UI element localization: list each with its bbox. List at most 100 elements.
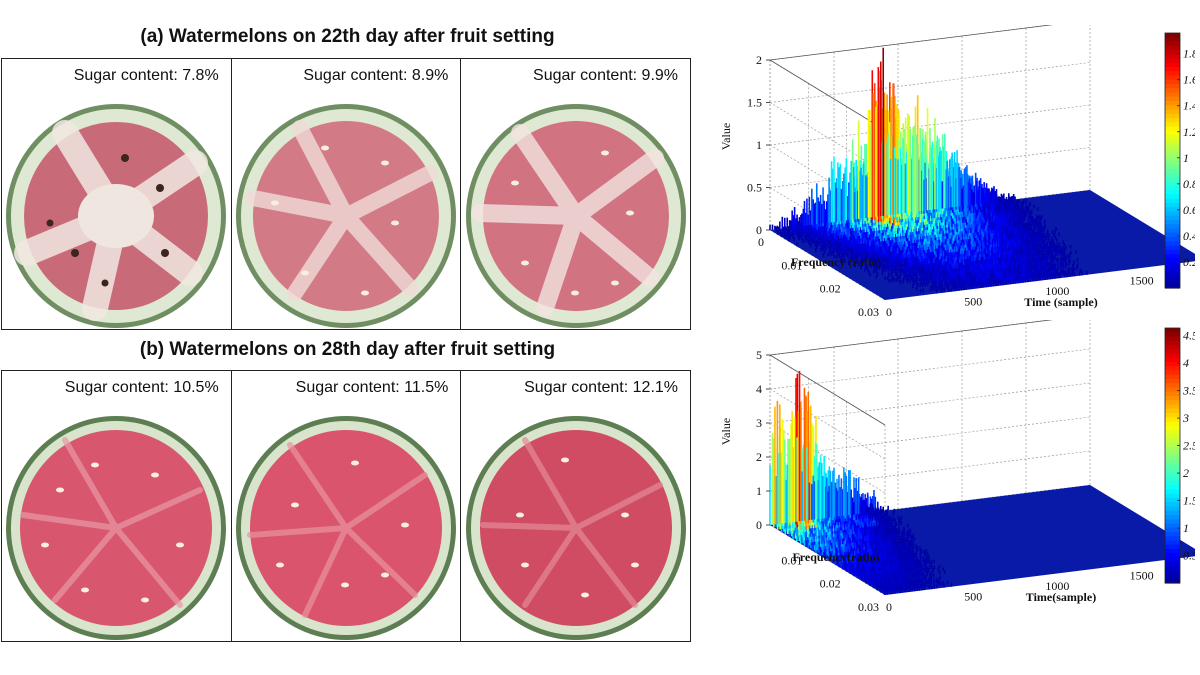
- colorbar-tick-label: 1: [1183, 151, 1189, 165]
- colorbar-tick-label: 0.5: [1183, 549, 1195, 563]
- z-tick-label: 1: [756, 138, 762, 152]
- colorbar-swatch: [1165, 113, 1180, 119]
- frame-line: [769, 354, 886, 426]
- colorbar-swatch: [1165, 96, 1180, 102]
- watermelon-slice-image: [236, 104, 456, 328]
- grid-line: [769, 416, 1091, 458]
- colorbar-swatch: [1165, 566, 1180, 571]
- colorbar-swatch: [1165, 169, 1180, 174]
- sugar-content-label: Sugar content: 7.8%: [73, 67, 219, 84]
- melon-a3-cell: Sugar content: 9.9%: [461, 59, 690, 329]
- colorbar-swatch: [1165, 241, 1180, 247]
- colorbar-swatch: [1165, 126, 1180, 132]
- colorbar-swatch: [1165, 523, 1180, 529]
- colorbar-tick-label: 4: [1183, 356, 1189, 370]
- colorbar-swatch: [1165, 370, 1180, 376]
- colorbar-tick-label: 0.2: [1183, 255, 1195, 269]
- colorbar-swatch: [1165, 254, 1180, 259]
- colorbar-swatch: [1165, 387, 1180, 393]
- colorbar-swatch: [1165, 536, 1180, 542]
- colorbar-swatch: [1165, 336, 1180, 342]
- colorbar-frame: [1164, 327, 1181, 584]
- colorbar-tick-label: 1.5: [1183, 494, 1195, 508]
- surface-mesh: [769, 370, 953, 595]
- frame-line: [769, 320, 1054, 356]
- time-tick-label: 1000: [1045, 579, 1069, 593]
- freq-tick-label: 0: [758, 235, 764, 249]
- colorbar-swatch: [1165, 79, 1180, 85]
- colorbar-swatch: [1165, 391, 1180, 397]
- z-tick-label: 1: [756, 484, 762, 498]
- z-tick-label: 0: [756, 223, 762, 237]
- colorbar-tick-label: 0.8: [1183, 177, 1195, 191]
- freq-tick-label: 0.01: [781, 553, 802, 567]
- colorbar-swatch: [1165, 578, 1180, 584]
- melon-a2-cell: Sugar content: 8.9%: [232, 59, 462, 329]
- colorbar-swatch: [1165, 425, 1180, 431]
- colorbar-swatch: [1165, 349, 1180, 355]
- surface-mesh: [769, 47, 1088, 294]
- colorbar-swatch: [1165, 574, 1180, 580]
- colorbar-swatch: [1165, 527, 1180, 533]
- colorbar-swatch: [1165, 498, 1180, 503]
- surface-plot-a: 0 0.5 1 1.5 2 0 0.01 0.02 0.03 0 500 1000 1500 Value F…: [719, 25, 1195, 319]
- panel-a-title: (a) Watermelons on 22th day after fruit …: [140, 26, 555, 47]
- colorbar-swatch: [1165, 447, 1180, 452]
- colorbar-swatch: [1165, 224, 1180, 230]
- grid-line: [769, 229, 886, 301]
- grid-line: [769, 62, 1091, 103]
- colorbar-swatch: [1165, 249, 1180, 255]
- colorbar-swatch: [1165, 160, 1180, 166]
- colorbar-tick-label: 1.6: [1183, 73, 1195, 87]
- colorbar-swatch: [1165, 62, 1180, 68]
- colorbar-swatch: [1165, 413, 1180, 418]
- z-axis-label: Value: [719, 418, 733, 445]
- colorbar-tick-label: 1.8: [1183, 47, 1195, 61]
- colorbar-swatch: [1165, 519, 1180, 525]
- colorbar-swatch: [1165, 67, 1180, 72]
- surface-plot-b: 0 1 2 3 4 5 0.01 0.02 0.03 0 500 1000 1500 Value Frequ…: [719, 320, 1195, 614]
- colorbar-swatch: [1165, 549, 1180, 554]
- colorbar-swatch: [1165, 400, 1180, 406]
- colorbar-swatch: [1165, 130, 1180, 136]
- colorbar-tick-label: 3.5: [1182, 384, 1195, 398]
- colorbar-tick-label: 0.6: [1183, 203, 1195, 217]
- time-tick-label: 500: [964, 294, 982, 308]
- axes: 0 0.5 1 1.5 2 0 0.01 0.02 0.03 0 500 1000 1500 Value F…: [719, 53, 1154, 319]
- time-tick-label: 0: [886, 305, 892, 319]
- colorbar-swatch: [1165, 544, 1180, 550]
- colorbar-swatch: [1165, 353, 1180, 359]
- melon-b1-cell: Sugar content: 10.5%: [2, 371, 232, 641]
- colorbar-swatch: [1165, 164, 1180, 170]
- colorbar-swatch: [1165, 485, 1180, 491]
- colorbar-swatch: [1165, 211, 1180, 217]
- colorbar-tick-label: 4.5: [1183, 329, 1195, 343]
- colorbar-frame: [1164, 32, 1181, 289]
- colorbar-swatch: [1165, 118, 1180, 123]
- time-tick-label: 0: [886, 600, 892, 614]
- freq-tick-label: 0.03: [858, 305, 879, 319]
- colorbar-swatch: [1165, 37, 1180, 43]
- colorbar-swatch: [1165, 417, 1180, 423]
- freq-tick-label: 0.01: [781, 258, 802, 272]
- colorbar-swatch: [1165, 502, 1180, 508]
- colorbar-swatch: [1165, 75, 1180, 81]
- colorbar-swatch: [1165, 207, 1180, 213]
- colorbar-swatch: [1165, 186, 1180, 191]
- colorbar-swatch: [1165, 506, 1180, 512]
- colorbar-swatch: [1165, 139, 1180, 145]
- sugar-content-label: Sugar content: 12.1%: [524, 379, 679, 396]
- freq-axis-label: Frequency(ratio): [792, 550, 879, 564]
- colorbar-swatch: [1165, 41, 1180, 47]
- time-tick-label: 1500: [1130, 568, 1154, 582]
- colorbar-swatch: [1165, 408, 1180, 414]
- colorbar-swatch: [1165, 464, 1180, 469]
- colorbar: 0.2 0.4 0.6 0.8 1 1.2 1.4 1.6 1.8: [1164, 32, 1195, 289]
- melon-a1-cell: Sugar content: 7.8%: [2, 59, 232, 329]
- grid-line: [769, 104, 1091, 146]
- colorbar-swatch: [1165, 493, 1180, 499]
- colorbar: 0.5 1 1.5 2 2.5 3 3.5 4 4.5: [1164, 327, 1195, 584]
- panel-a-photos: Sugar content: 7.8% Sugar content: 8.9% …: [1, 58, 691, 330]
- colorbar-tick-label: 1.4: [1183, 99, 1195, 113]
- colorbar-swatch: [1165, 472, 1180, 478]
